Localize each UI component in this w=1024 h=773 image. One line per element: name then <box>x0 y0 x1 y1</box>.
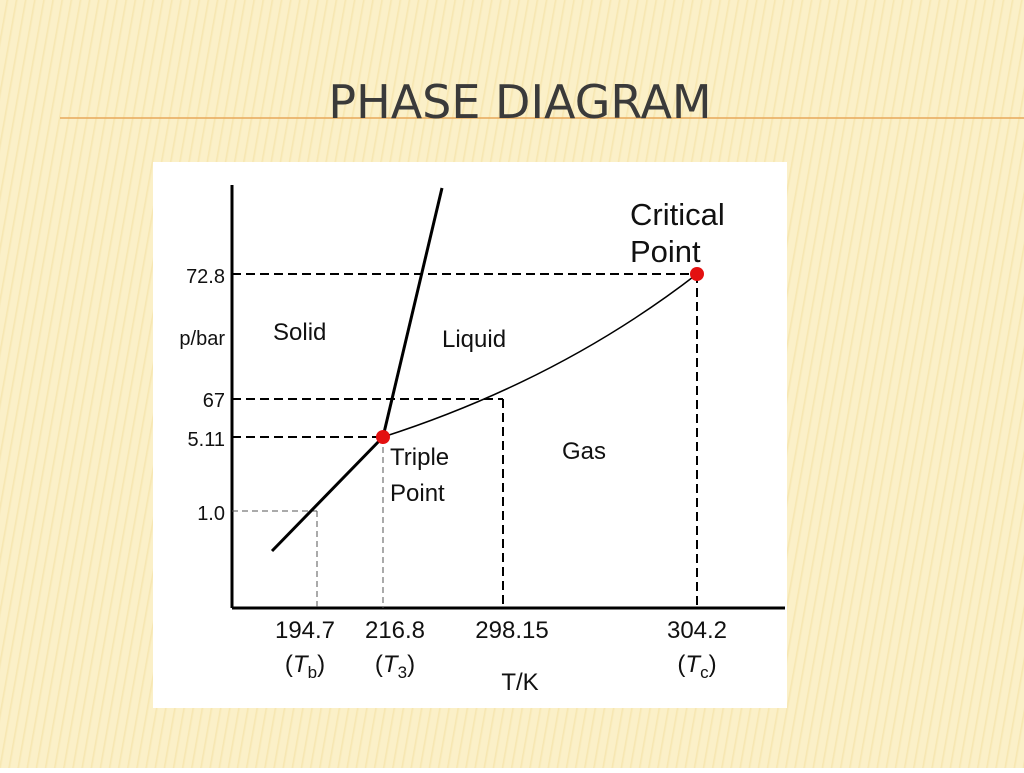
region-label: Solid <box>273 319 326 346</box>
x-tick-label: 216.8 <box>365 617 425 644</box>
melting-curve <box>381 187 444 438</box>
symbol-part: T <box>293 651 310 678</box>
point-label: Point <box>630 234 701 269</box>
symbol-part: c <box>700 663 709 682</box>
labels: 72.8 p/bar 67 5.11 1.0 194.7 216.8 298.1… <box>179 197 727 696</box>
x-tick-label: 194.7 <box>275 617 335 644</box>
vaporization-curve <box>382 273 698 438</box>
symbol-part: T <box>685 651 702 678</box>
y-tick-label: 1.0 <box>197 503 225 525</box>
triple-point <box>376 430 390 444</box>
y-axis-label: p/bar <box>179 328 225 350</box>
slide-title: PHASE DIAGRAM <box>328 75 711 129</box>
region-label: Gas <box>562 438 606 465</box>
y-tick-label: 5.11 <box>188 429 225 451</box>
region-label: Liquid <box>442 326 506 353</box>
symbol-part: T <box>383 651 400 678</box>
symbol-part: ) <box>317 651 325 678</box>
diagram-lines <box>230 185 785 610</box>
point-label: Triple <box>390 444 449 471</box>
guide-lines <box>232 273 698 608</box>
x-tick-label: 304.2 <box>667 617 727 644</box>
symbol-part: ( <box>375 651 383 678</box>
x-tick-symbol: (Tc) <box>677 651 716 682</box>
diagram-panel <box>153 162 787 708</box>
symbol-part: ) <box>709 651 717 678</box>
critical-point <box>690 267 704 281</box>
thin-guides <box>232 437 384 608</box>
x-tick-label: 298.15 <box>475 617 548 644</box>
x-axis-label: T/K <box>501 669 538 696</box>
y-tick-label: 72.8 <box>186 266 225 288</box>
symbol-part: ( <box>677 651 685 678</box>
sublimation-curve <box>270 435 385 553</box>
x-tick-symbol: (Tb) <box>285 651 325 682</box>
point-label: Point <box>390 480 445 507</box>
symbol-part: ( <box>285 651 293 678</box>
y-tick-label: 67 <box>203 390 225 412</box>
symbol-part: 3 <box>398 663 407 682</box>
symbol-part: ) <box>407 651 415 678</box>
point-label: Critical <box>630 197 725 232</box>
x-tick-symbol: (T3) <box>375 651 415 682</box>
symbol-part: b <box>308 663 317 682</box>
